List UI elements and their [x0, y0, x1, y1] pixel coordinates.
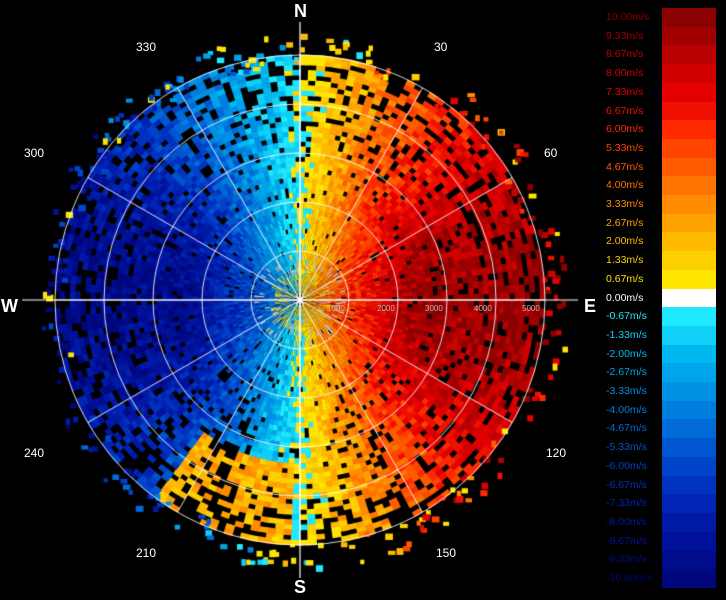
scale-swatch — [662, 344, 716, 364]
scale-swatch — [662, 325, 716, 345]
scale-label: -8.00m/s — [606, 515, 647, 528]
scale-label: 10.00m/s — [606, 11, 650, 23]
scale-label: 4.67m/s — [606, 160, 644, 173]
scale-swatch — [662, 382, 716, 401]
scale-swatch — [662, 82, 716, 102]
scale-label: 6.00m/s — [606, 123, 644, 136]
scale-label: -2.00m/s — [606, 347, 647, 360]
scale-label: -5.33m/s — [606, 441, 647, 454]
azimuth-label-60: 60 — [544, 146, 558, 160]
scale-swatch — [662, 531, 716, 551]
range-ring-label-1000: 1000 — [327, 304, 345, 313]
azimuth-label-150: 150 — [436, 546, 457, 560]
scale-swatch — [662, 176, 716, 196]
scale-swatch — [662, 269, 716, 289]
scale-label: 1.33m/s — [606, 254, 644, 267]
scale-swatch — [662, 232, 716, 252]
scale-swatch — [662, 494, 716, 514]
scale-label: -2.67m/s — [606, 366, 647, 379]
scale-label: 3.33m/s — [606, 198, 644, 210]
scale-label: -10.00m/s — [606, 572, 653, 584]
scale-label: -1.33m/s — [606, 328, 647, 341]
scale-label: 7.33m/s — [606, 85, 644, 98]
scale-swatch — [662, 138, 716, 158]
azimuth-label-30: 30 — [434, 40, 448, 54]
scale-swatch — [662, 363, 716, 383]
azimuth-label-210: 210 — [136, 546, 157, 560]
scale-swatch — [662, 101, 716, 121]
scale-swatch — [662, 419, 716, 439]
scale-swatch — [662, 8, 716, 27]
scale-label: 9.33m/s — [606, 29, 644, 42]
scale-swatch — [662, 213, 716, 233]
scale-swatch — [662, 456, 716, 476]
scale-swatch — [662, 400, 716, 420]
scale-swatch — [662, 26, 716, 46]
scale-label: -6.67m/s — [606, 478, 647, 491]
scale-swatch — [662, 251, 716, 271]
compass-south-label: S — [294, 577, 307, 597]
scale-label: -4.67m/s — [606, 422, 647, 435]
scale-label: -3.33m/s — [606, 385, 647, 397]
scale-label: 6.67m/s — [606, 104, 644, 117]
compass-north-label: N — [294, 1, 307, 21]
azimuth-label-120: 120 — [546, 446, 567, 460]
range-ring-label-3000: 3000 — [425, 304, 443, 313]
scale-label: -9.33m/s — [606, 553, 647, 566]
azimuth-label-300: 300 — [24, 146, 45, 160]
scale-label: -7.33m/s — [606, 497, 647, 510]
radar-velocity-ppi — [0, 0, 600, 600]
compass-west-label: W — [1, 296, 18, 316]
scale-swatch — [662, 307, 716, 327]
scale-swatch — [662, 45, 716, 65]
scale-label: 8.00m/s — [606, 67, 644, 80]
scale-swatch — [662, 569, 716, 588]
range-ring-label-4000: 4000 — [474, 304, 492, 313]
scale-label: 4.00m/s — [606, 179, 644, 192]
scale-label: 8.67m/s — [606, 48, 644, 61]
scale-label: -4.00m/s — [606, 403, 647, 416]
scale-swatch — [662, 64, 716, 84]
scale-swatch — [662, 438, 716, 458]
scale-swatch — [662, 288, 716, 308]
scale-label: 5.33m/s — [606, 141, 644, 154]
scale-label: 2.00m/s — [606, 235, 644, 248]
compass-east-label: E — [584, 296, 597, 316]
scale-swatch — [662, 512, 716, 532]
range-ring-label-5000: 5000 — [522, 304, 540, 313]
scale-swatch — [662, 195, 716, 214]
scale-label: -0.67m/s — [606, 310, 647, 323]
azimuth-label-330: 330 — [136, 40, 157, 54]
scale-label: -8.67m/s — [606, 534, 647, 547]
scale-swatch — [662, 157, 716, 177]
scale-swatch — [662, 120, 716, 140]
azimuth-label-240: 240 — [24, 446, 45, 460]
scale-label: 0.67m/s — [606, 272, 644, 285]
scale-label: -6.00m/s — [606, 459, 647, 472]
scale-label: 0.00m/s — [606, 291, 644, 304]
scale-label: 2.67m/s — [606, 216, 644, 229]
scale-swatch — [662, 550, 716, 570]
scale-swatch — [662, 475, 716, 495]
range-ring-label-2000: 2000 — [377, 304, 395, 313]
